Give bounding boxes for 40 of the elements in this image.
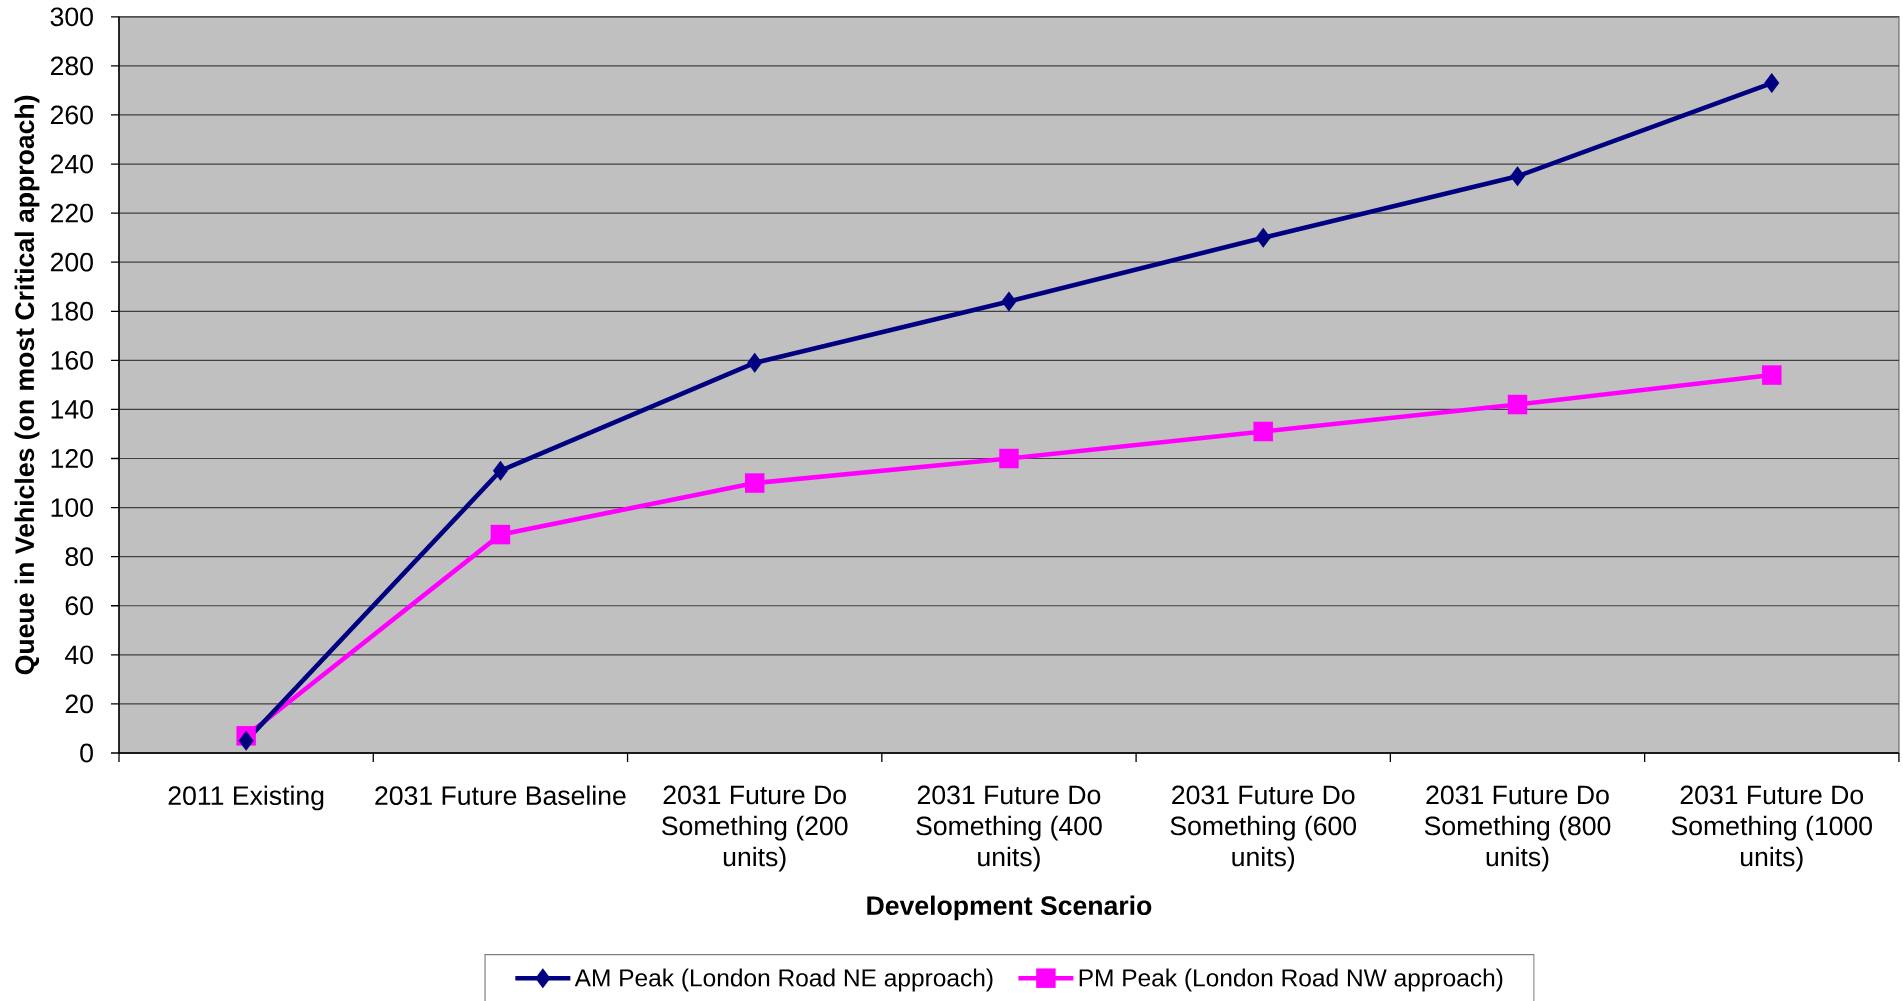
point xyxy=(1253,421,1273,442)
y-tick-label: 120 xyxy=(51,449,93,468)
point xyxy=(1764,73,1780,94)
y-tick-label: 200 xyxy=(50,252,93,272)
point xyxy=(744,473,765,493)
y-tick-label: 300 xyxy=(50,7,93,27)
point xyxy=(747,352,763,373)
point xyxy=(492,460,508,481)
y-tick-label: 40 xyxy=(65,645,93,665)
point xyxy=(238,730,254,751)
point xyxy=(999,448,1019,469)
point xyxy=(1507,394,1528,415)
legend-label: PM Peak (London Road NW approach) xyxy=(1079,968,1503,992)
y-tick-label: 20 xyxy=(65,694,93,714)
y-tick-label: 0 xyxy=(80,743,93,763)
x-tick-label: 2031 Future Do Something (600 units) xyxy=(1170,785,1357,872)
y-tick-label: 60 xyxy=(65,596,93,616)
x-tick-label: 2031 Future Do Something (800 units) xyxy=(1424,785,1611,872)
y-tick-label: 140 xyxy=(51,400,93,419)
x-tick-label: 2011 Existing xyxy=(168,785,324,811)
point xyxy=(1001,291,1017,312)
x-tick-label: 2031 Future Do Something (200 units) xyxy=(662,785,848,872)
x-tick-label: 2031 Future Do Something (400 units) xyxy=(916,785,1102,872)
y-tick-label: 220 xyxy=(50,203,93,223)
point xyxy=(1255,227,1271,248)
y-tick-label: 80 xyxy=(65,547,93,567)
x-axis-title: Development Scenario xyxy=(867,895,1152,921)
point xyxy=(490,524,511,545)
x-tick-label: 2031 Future Do Something (1000 units) xyxy=(1671,785,1872,872)
y-tick-label: 280 xyxy=(50,56,93,76)
y-tick-label: 180 xyxy=(51,301,93,321)
y-tick-label: 100 xyxy=(51,498,93,518)
y-tick-label: 260 xyxy=(50,105,93,125)
point xyxy=(1762,365,1782,385)
y-tick-label: 240 xyxy=(50,154,93,174)
y-tick-label: 160 xyxy=(51,350,93,370)
x-tick-label: 2031 Future Baseline xyxy=(375,785,626,806)
point xyxy=(1509,166,1526,187)
y-axis-title: Queue in Vehicles (on most Critical approach) xyxy=(14,95,40,675)
legend-label: AM Peak (London Road NE approach) xyxy=(574,968,993,992)
